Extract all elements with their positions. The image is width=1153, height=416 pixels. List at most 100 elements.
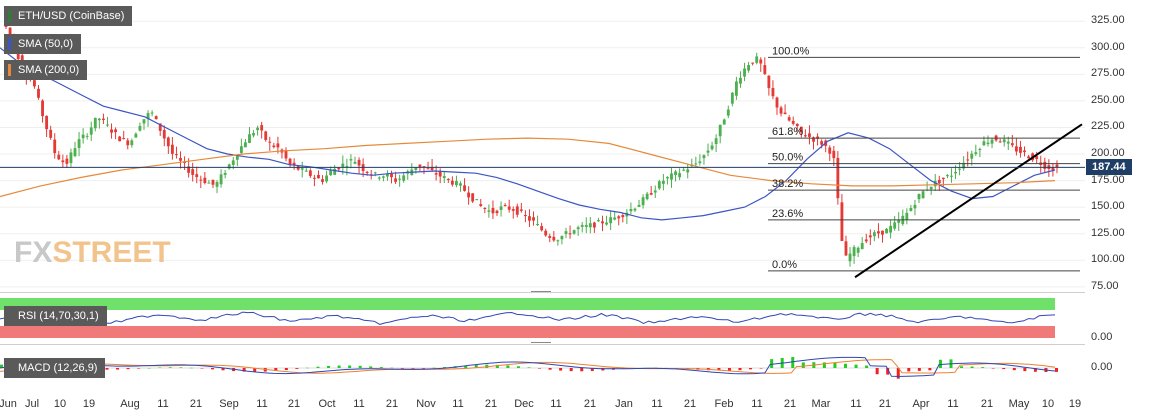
macd-histogram-bar xyxy=(875,368,879,375)
candle-body xyxy=(812,137,815,142)
macd-histogram-bar xyxy=(369,366,373,368)
price-chart[interactable]: 100.0% 61.8% 50.0% 38.2% 23.6% 0.0% xyxy=(0,0,1085,290)
x-tick-label: 11 xyxy=(353,398,365,410)
candle-body xyxy=(592,222,596,228)
candle-body xyxy=(511,209,515,211)
x-tick-label: 21 xyxy=(683,398,697,410)
candle-body xyxy=(576,227,580,230)
candle-body xyxy=(954,171,957,174)
macd-histogram-bar xyxy=(981,367,985,368)
rsi-panel[interactable] xyxy=(0,296,1085,340)
candle-body xyxy=(154,116,158,120)
candle-body xyxy=(933,180,937,187)
candle-body xyxy=(564,231,568,234)
macd-label: MACD (12,26,9) xyxy=(18,362,98,374)
candle-body xyxy=(986,142,990,145)
sma200-legend[interactable]: SMA (200,0) xyxy=(4,60,88,80)
candle-body xyxy=(836,157,840,199)
candle-body xyxy=(1019,146,1022,153)
candle-body xyxy=(69,152,73,164)
macd-panel[interactable] xyxy=(0,348,1085,390)
candle-body xyxy=(966,159,970,161)
macd-legend[interactable]: MACD (12,26,9) xyxy=(4,358,106,378)
macd-histogram-bar xyxy=(886,368,890,375)
macd-histogram-bar xyxy=(548,368,552,370)
candle-body xyxy=(312,177,316,179)
price-y-axis[interactable]: 325.00 300.00 275.00 250.00 225.00 200.00 175.… xyxy=(1085,0,1153,292)
macd-histogram-bar xyxy=(327,365,331,368)
candle-body xyxy=(418,164,422,167)
candle-body xyxy=(183,161,186,163)
price-chart-panel[interactable]: 100.0% 61.8% 50.0% 38.2% 23.6% 0.0% FXSTREET xyxy=(0,0,1085,290)
candle-body xyxy=(130,140,134,146)
candle-body xyxy=(893,222,897,229)
candle-body xyxy=(227,164,231,169)
candle-body xyxy=(329,170,333,176)
candle-body xyxy=(495,210,499,214)
x-tick-label: Jan xyxy=(615,398,633,410)
macd-histogram-bar xyxy=(960,366,964,368)
candle-body xyxy=(860,242,864,250)
candle-body xyxy=(702,155,706,159)
candle-body xyxy=(755,56,759,63)
candle-body xyxy=(345,165,349,167)
candle-body xyxy=(958,168,962,170)
fib-level-label: 0.0% xyxy=(772,259,797,271)
candle-body xyxy=(962,162,966,169)
candle-body xyxy=(682,169,686,171)
candle-body xyxy=(260,125,264,131)
x-tick-label: 10 xyxy=(1041,398,1055,410)
instrument-swatch xyxy=(8,10,11,22)
last-price-tag: 187.44 xyxy=(1086,159,1132,176)
macd-line xyxy=(0,356,1056,377)
candle-body xyxy=(848,253,852,262)
time-x-axis[interactable]: Jun Jul 10 19 Aug 11 21 Sep 11 21 Oct 11 21 Nov 11 21 De… xyxy=(0,394,1085,416)
fib-level-label: 100.0% xyxy=(772,45,810,57)
candle-body xyxy=(73,148,77,157)
macd-signal-line xyxy=(0,359,1056,374)
candle-body xyxy=(284,150,288,159)
candle-body xyxy=(978,149,982,151)
candle-body xyxy=(1010,143,1014,146)
candle-body xyxy=(982,141,986,146)
macd-histogram-bar xyxy=(295,368,299,369)
candle-body xyxy=(381,176,385,178)
candle-body xyxy=(8,27,12,37)
macd-histogram-bar xyxy=(601,368,605,371)
candle-body xyxy=(998,141,1002,143)
macd-histogram-bar xyxy=(443,367,447,368)
instrument-legend[interactable]: ETH/USD (CoinBase) xyxy=(4,6,133,26)
sma50-legend[interactable]: SMA (50,0) xyxy=(4,34,82,54)
macd-histogram-bar xyxy=(917,368,921,371)
candle-body xyxy=(885,228,888,234)
candle-body xyxy=(889,225,893,233)
candle-body xyxy=(276,143,280,148)
candle-body xyxy=(191,169,195,175)
rsi-legend[interactable]: RSI (14,70,30,1) xyxy=(4,306,107,326)
candle-body xyxy=(678,173,682,178)
candle-body xyxy=(479,204,483,206)
x-tick-label: 21 xyxy=(980,398,994,410)
macd-histogram-bar xyxy=(727,368,731,371)
candle-body xyxy=(1051,167,1055,170)
candle-body xyxy=(613,217,617,220)
candle-body xyxy=(471,193,475,202)
candle-body xyxy=(215,182,219,187)
candle-body xyxy=(77,139,81,148)
x-tick-label: Apr xyxy=(912,398,930,410)
candle-body xyxy=(239,146,243,153)
fib-level-label: 61.8% xyxy=(772,126,803,138)
macd-histogram-bar xyxy=(928,368,932,371)
macd-histogram-bar xyxy=(253,368,257,372)
sma50-line xyxy=(0,47,1056,221)
candle-body xyxy=(840,202,844,241)
candle-body xyxy=(1055,164,1059,168)
candle-body xyxy=(653,190,657,193)
candle-body xyxy=(775,97,779,108)
candle-body xyxy=(134,133,138,138)
candle-body xyxy=(945,175,949,177)
macd-histogram-bar xyxy=(147,367,151,369)
candle-body xyxy=(487,210,491,212)
macd-histogram-bar xyxy=(580,368,584,372)
macd-histogram-bar xyxy=(559,368,563,371)
